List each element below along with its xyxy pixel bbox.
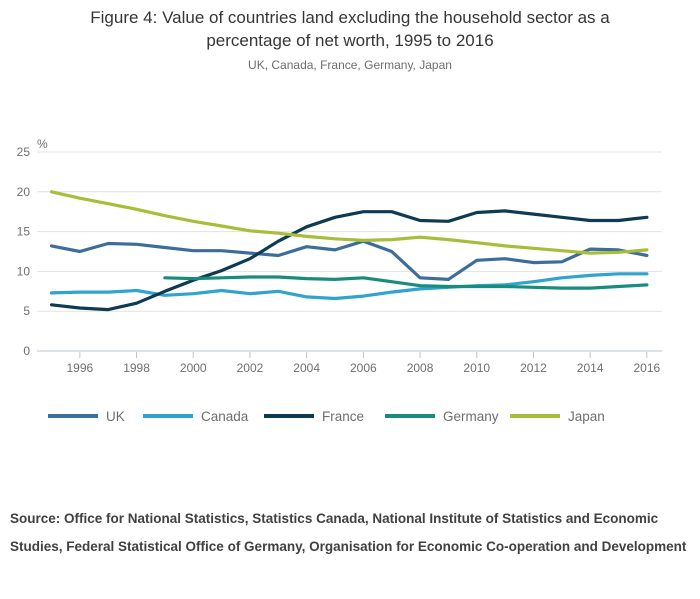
legend-label-canada: Canada (201, 409, 249, 424)
legend-item-japan: Japan (510, 409, 605, 424)
series-line-japan (49, 190, 649, 255)
legend-item-canada: Canada (143, 409, 249, 424)
y-tick-label-20: 20 (17, 185, 31, 199)
line-chart: 0 5 10 15 20 25% 1996 1998 2000 2002 2004 2006 2008 2… (0, 130, 700, 440)
x-tick-label-2006: 2006 (350, 361, 377, 375)
x-tick-label-2008: 2008 (407, 361, 434, 375)
x-tick-label-2004: 2004 (293, 361, 320, 375)
x-tick-label-2012: 2012 (520, 361, 547, 375)
x-tick-label-2002: 2002 (237, 361, 264, 375)
series-line-france (49, 209, 649, 312)
legend-item-france: France (264, 409, 364, 424)
series-line-canada (49, 272, 649, 301)
y-tick-label-0: 0 (23, 344, 30, 358)
chart-source: Source: Office for National Statistics, … (10, 511, 687, 554)
legend-item-uk: UK (48, 409, 125, 424)
y-tick-label-25: 25 (17, 145, 31, 159)
line-chart-svg: 0 5 10 15 20 25% 1996 1998 2000 2002 2004 2006 2008 2… (17, 137, 662, 424)
x-tick-label-1996: 1996 (66, 361, 93, 375)
legend-item-germany: Germany (385, 409, 499, 424)
x-tick-label-1998: 1998 (123, 361, 150, 375)
y-tick-label-15: 15 (17, 225, 31, 239)
legend-label-france: France (322, 409, 364, 424)
series-line-germany (163, 275, 649, 290)
x-tick-label-2000: 2000 (180, 361, 207, 375)
x-tick-label-2010: 2010 (463, 361, 490, 375)
x-tick-label-2014: 2014 (577, 361, 604, 375)
chart-subtitle: UK, Canada, France, Germany, Japan (248, 58, 452, 72)
series-line-uk (49, 239, 649, 281)
y-tick-label-10: 10 (17, 264, 31, 278)
legend-label-uk: UK (106, 409, 125, 424)
legend-label-japan: Japan (568, 409, 605, 424)
y-axis-unit-label: % (37, 137, 48, 151)
y-tick-label-5: 5 (23, 304, 30, 318)
legend-label-germany: Germany (443, 409, 499, 424)
x-tick-label-2016: 2016 (633, 361, 660, 375)
chart-title: Figure 4: Value of countries land exclud… (90, 8, 610, 50)
